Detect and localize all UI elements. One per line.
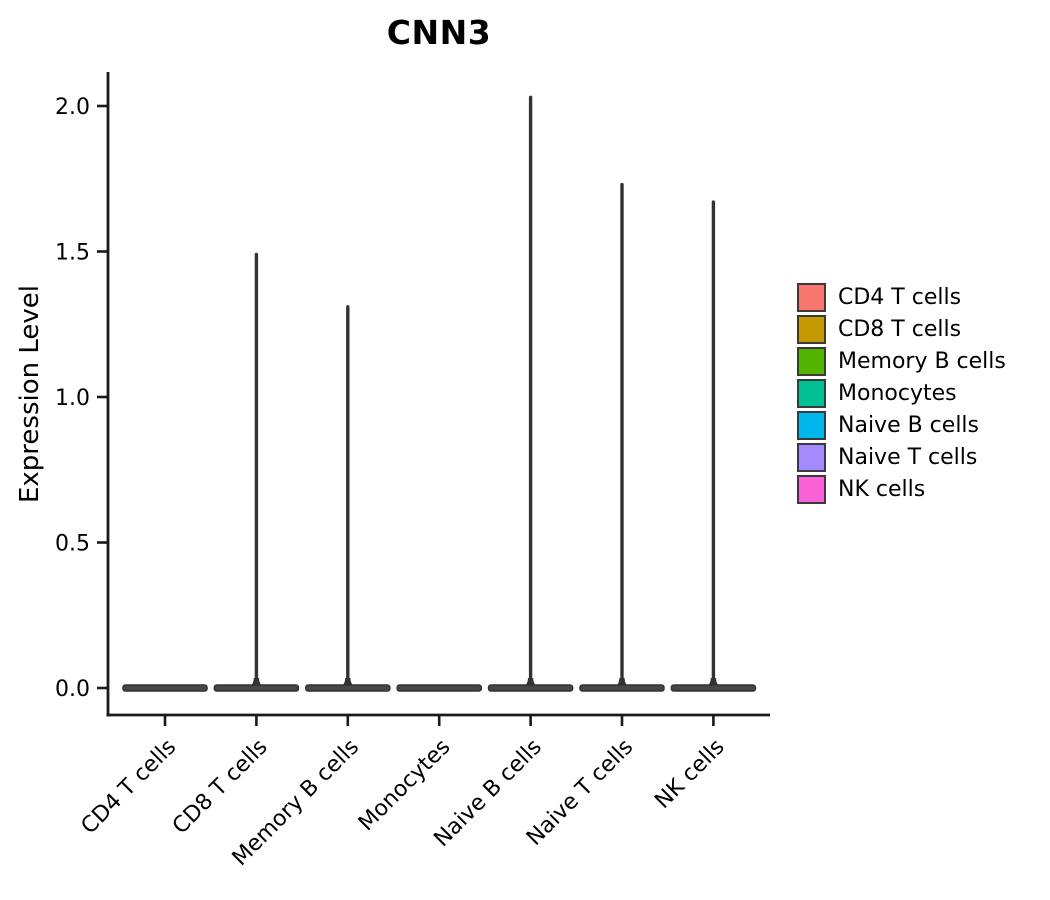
violin-body: [213, 684, 300, 692]
legend-item: Naive T cells: [797, 443, 1006, 472]
legend-swatch: [797, 379, 826, 408]
legend-item: Monocytes: [797, 379, 1006, 408]
y-tick-label: 1.5: [55, 241, 90, 266]
violin-body: [304, 684, 391, 692]
violin-body: [579, 684, 665, 692]
x-category-label: NK cells: [650, 735, 729, 814]
violin-body: [396, 684, 483, 692]
legend-swatch: [797, 315, 826, 344]
legend-label: Monocytes: [838, 380, 957, 406]
y-tick-label: 0.0: [55, 677, 90, 702]
legend-label: Naive B cells: [838, 412, 980, 438]
legend-item: NK cells: [797, 475, 1006, 504]
legend-swatch: [797, 283, 826, 312]
legend-item: Naive B cells: [797, 411, 1006, 440]
legend-label: Memory B cells: [838, 348, 1006, 374]
legend-label: CD4 T cells: [838, 284, 962, 310]
y-tick-label: 2.0: [55, 95, 90, 120]
x-category-label: CD4 T cells: [77, 735, 182, 840]
x-category-label: Monocytes: [354, 735, 456, 837]
legend-label: Naive T cells: [838, 444, 978, 470]
legend-swatch: [797, 475, 826, 504]
y-tick-label: 0.5: [55, 532, 90, 557]
legend-item: CD4 T cells: [797, 283, 1006, 312]
legend-swatch: [797, 347, 826, 376]
chart-title: CNN3: [386, 13, 492, 52]
y-axis-title: Expression Level: [15, 285, 45, 503]
legend-item: Memory B cells: [797, 347, 1006, 376]
legend-item: CD8 T cells: [797, 315, 1006, 344]
violin-body: [122, 684, 208, 692]
y-tick-label: 1.0: [55, 386, 90, 411]
violin-body: [487, 684, 574, 692]
legend-label: NK cells: [838, 476, 926, 502]
legend-swatch: [797, 443, 826, 472]
legend-swatch: [797, 411, 826, 440]
violin-body: [670, 684, 757, 692]
legend-label: CD8 T cells: [838, 316, 962, 342]
legend: CD4 T cells CD8 T cells Memory B cells Mono…: [797, 283, 1006, 507]
